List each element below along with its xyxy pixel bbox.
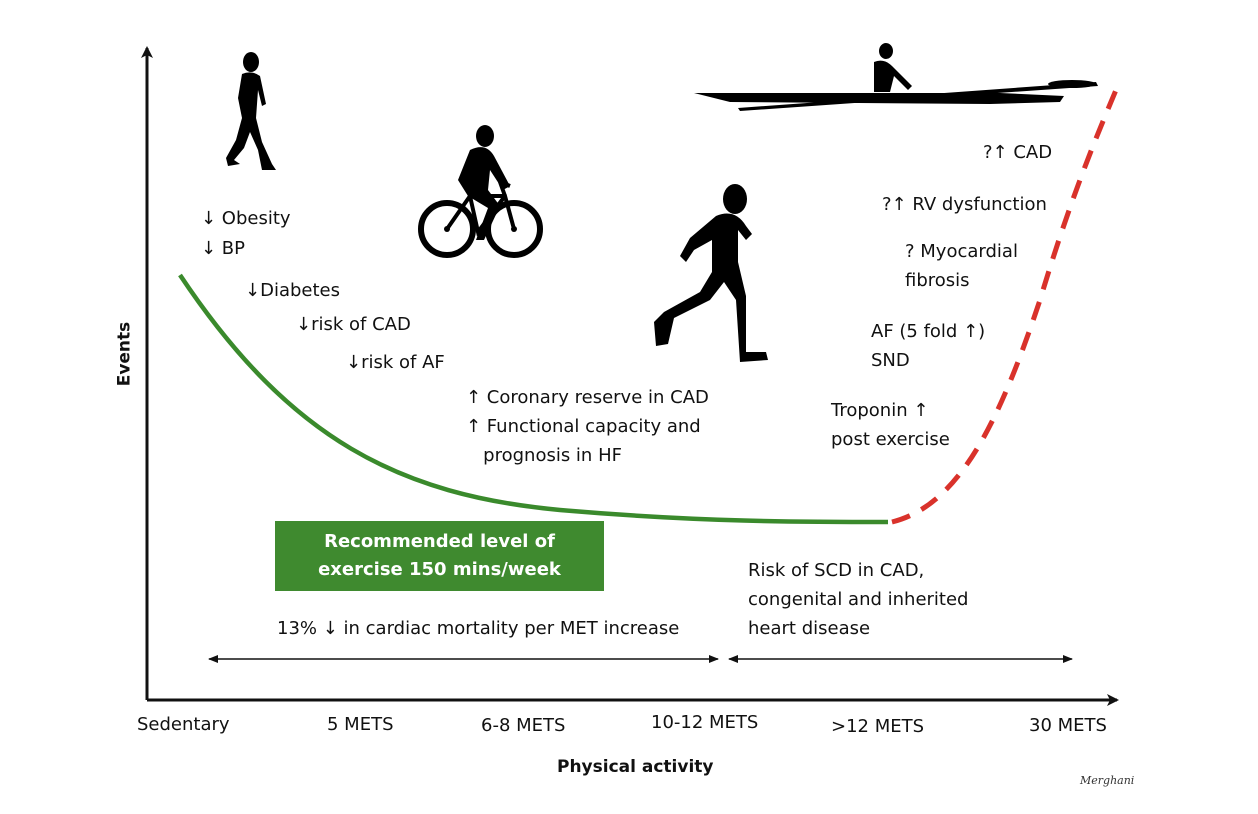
x-axis-title: Physical activity	[557, 757, 714, 777]
risk-troponin: Troponin ↑	[831, 400, 929, 421]
risk-myocardial-fibrosis-2: fibrosis	[905, 270, 970, 291]
risk-rv-dysfunction: ?↑ RV dysfunction	[882, 194, 1047, 215]
risk-af: AF (5 fold ↑)	[871, 321, 986, 342]
benefit-af-risk: ↓risk of AF	[346, 352, 445, 373]
recommendation-box: Recommended level of exercise 150 mins/w…	[275, 521, 604, 591]
walker-icon	[226, 52, 276, 170]
risk-snd: SND	[871, 350, 910, 371]
x-tick-10-12-mets: 10-12 METS	[651, 712, 759, 733]
y-axis-title: Events	[114, 321, 135, 387]
scd-note-2: congenital and inherited	[748, 589, 969, 610]
x-tick-over-12-mets: >12 METS	[831, 716, 925, 737]
benefit-diabetes: ↓Diabetes	[245, 280, 340, 301]
benefit-obesity: ↓ Obesity	[201, 208, 291, 229]
benefit-curve	[178, 273, 889, 525]
mortality-note: 13% ↓ in cardiac mortality per MET incre…	[277, 618, 680, 639]
x-tick-6-8-mets: 6-8 METS	[481, 715, 566, 736]
x-tick-5-mets: 5 METS	[327, 714, 394, 735]
risk-curve	[891, 89, 1119, 525]
scd-note-1: Risk of SCD in CAD,	[748, 560, 925, 581]
scd-note-3: heart disease	[748, 618, 871, 639]
risk-cad: ?↑ CAD	[983, 142, 1053, 163]
effect-functional-capacity: ↑ Functional capacity and	[466, 416, 701, 437]
effect-coronary-reserve: ↑ Coronary reserve in CAD	[466, 387, 709, 408]
risk-troponin-2: post exercise	[831, 429, 950, 450]
recommendation-line-2: exercise 150 mins/week	[318, 559, 561, 580]
recommendation-line-1: Recommended level of	[324, 531, 555, 552]
rower-icon	[694, 43, 1098, 111]
x-tick-30-mets: 30 METS	[1029, 715, 1107, 736]
effect-prognosis-hf: prognosis in HF	[466, 445, 622, 466]
benefit-cad-risk: ↓risk of CAD	[296, 314, 411, 335]
risk-myocardial-fibrosis: ? Myocardial	[905, 241, 1018, 262]
x-tick-sedentary: Sedentary	[137, 714, 230, 735]
runner-icon	[654, 184, 768, 362]
author-signature: Merghani	[1080, 774, 1135, 787]
cyclist-icon	[418, 125, 543, 258]
benefit-bp: ↓ BP	[201, 238, 246, 259]
